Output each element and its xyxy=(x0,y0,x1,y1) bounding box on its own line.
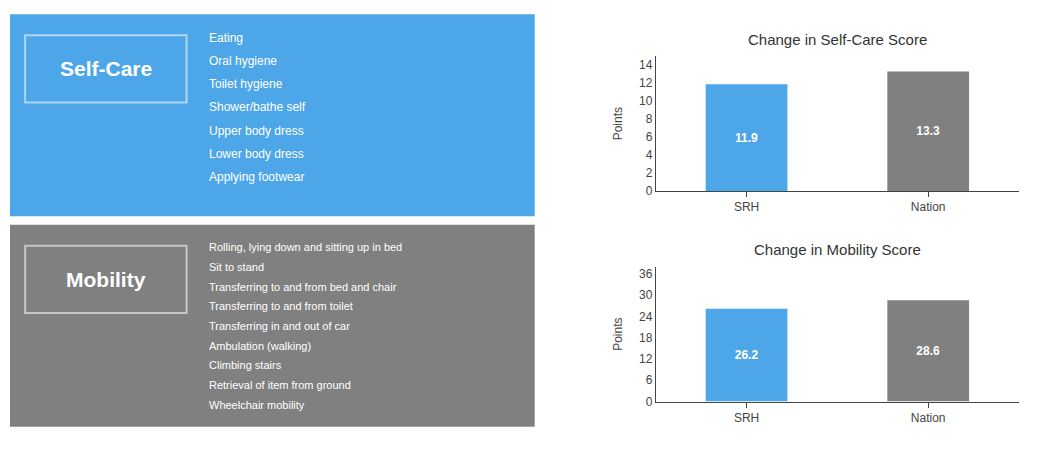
svg-text:4: 4 xyxy=(646,148,653,162)
svg-text:Lower body dress: Lower body dress xyxy=(209,147,304,161)
svg-text:Transferring to and from bed a: Transferring to and from bed and chair xyxy=(209,281,397,293)
svg-text:14: 14 xyxy=(639,58,653,72)
svg-text:10: 10 xyxy=(639,94,653,108)
svg-text:0: 0 xyxy=(646,395,653,409)
svg-text:Transferring in and out of car: Transferring in and out of car xyxy=(209,320,350,332)
svg-text:Climbing stairs: Climbing stairs xyxy=(209,359,282,371)
svg-text:36: 36 xyxy=(639,267,653,281)
svg-text:18: 18 xyxy=(639,331,653,345)
svg-text:Upper body dress: Upper body dress xyxy=(209,124,304,138)
svg-text:2: 2 xyxy=(646,166,653,180)
svg-text:Change in Self-Care Score: Change in Self-Care Score xyxy=(748,31,927,48)
svg-text:SRH: SRH xyxy=(734,411,759,425)
svg-text:26.2: 26.2 xyxy=(735,348,759,362)
svg-text:SRH: SRH xyxy=(734,200,759,214)
svg-text:Wheelchair mobility: Wheelchair mobility xyxy=(209,399,305,411)
svg-text:12: 12 xyxy=(639,76,653,90)
svg-text:Retrieval of item from ground: Retrieval of item from ground xyxy=(209,379,351,391)
svg-text:6: 6 xyxy=(646,130,653,144)
svg-text:12: 12 xyxy=(639,352,653,366)
svg-text:6: 6 xyxy=(646,373,653,387)
svg-text:Eating: Eating xyxy=(209,31,243,45)
svg-text:28.6: 28.6 xyxy=(916,344,940,358)
svg-text:11.9: 11.9 xyxy=(735,131,758,145)
svg-text:Ambulation (walking): Ambulation (walking) xyxy=(209,340,311,352)
svg-text:24: 24 xyxy=(639,310,653,324)
svg-text:Self-Care: Self-Care xyxy=(60,57,152,80)
svg-text:Nation: Nation xyxy=(911,200,946,214)
svg-text:Mobility: Mobility xyxy=(66,268,146,291)
svg-text:30: 30 xyxy=(639,288,653,302)
svg-text:Change in Mobility Score: Change in Mobility Score xyxy=(754,241,921,258)
svg-text:0: 0 xyxy=(646,184,653,198)
svg-text:Oral hygiene: Oral hygiene xyxy=(209,54,277,68)
svg-text:Toilet hygiene: Toilet hygiene xyxy=(209,77,283,91)
svg-text:Shower/bathe self: Shower/bathe self xyxy=(209,100,306,114)
svg-text:8: 8 xyxy=(646,112,653,126)
svg-text:Points: Points xyxy=(611,317,625,350)
svg-text:Transferring to and from toile: Transferring to and from toilet xyxy=(209,300,353,312)
svg-text:13.3: 13.3 xyxy=(916,124,940,138)
svg-text:Applying footwear: Applying footwear xyxy=(209,170,304,184)
svg-text:Sit to stand: Sit to stand xyxy=(209,261,264,273)
svg-text:Nation: Nation xyxy=(911,411,946,425)
svg-text:Points: Points xyxy=(611,107,625,140)
svg-text:Rolling, lying down and sittin: Rolling, lying down and sitting up in be… xyxy=(209,241,402,253)
